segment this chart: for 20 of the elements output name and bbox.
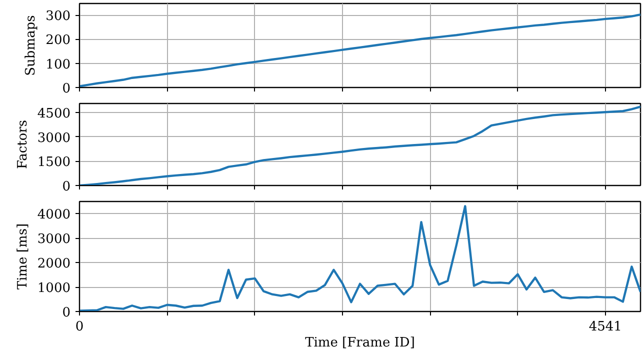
- y-tick-label: 100: [46, 57, 71, 72]
- y-tick-label: 1500: [37, 155, 71, 170]
- y-axis-title: Factors: [15, 120, 30, 170]
- y-tick-label: 0: [62, 306, 71, 320]
- y-tick-label: 3000: [37, 130, 71, 146]
- y-tick-label: 0: [62, 180, 71, 194]
- y-tick-label: 0: [62, 82, 71, 96]
- y-tick-label: 1000: [37, 281, 71, 296]
- y-axis-title: Submaps: [24, 15, 39, 76]
- y-tick-label: 4000: [37, 208, 71, 223]
- x-tick-label: 4541: [588, 320, 622, 334]
- line-series: [80, 205, 640, 312]
- y-tick-label: 2000: [37, 256, 71, 272]
- y-tick-label: 4500: [37, 106, 71, 122]
- y-tick-label: 3000: [37, 232, 71, 248]
- x-axis-title: Time [Frame ID]: [305, 336, 415, 350]
- line-series: [80, 106, 640, 186]
- y-tick-label: 300: [46, 9, 71, 24]
- y-axis-title: Time [ms]: [15, 223, 30, 290]
- y-tick-label: 200: [46, 33, 71, 48]
